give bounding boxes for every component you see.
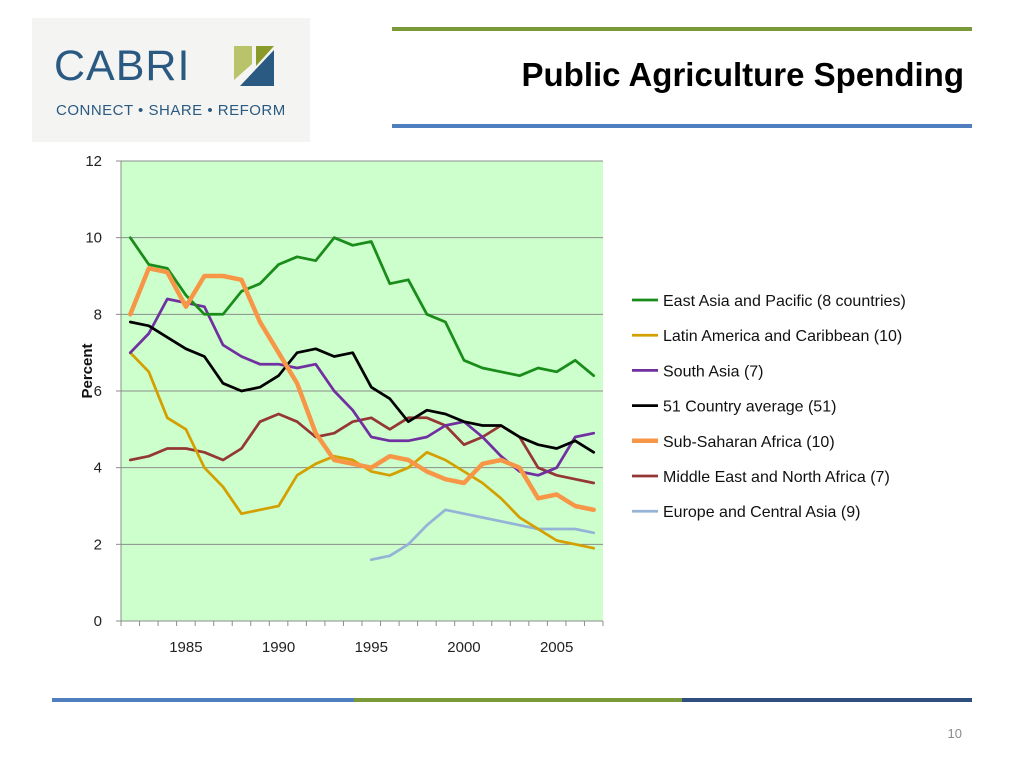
page-title: Public Agriculture Spending xyxy=(521,56,964,93)
logo-wordmark: CABRI xyxy=(54,42,191,90)
top-rule-blue xyxy=(392,124,972,128)
logo-mark-icon xyxy=(234,46,274,86)
x-tick-label: 2005 xyxy=(540,639,573,656)
x-tick-label: 2000 xyxy=(447,639,480,656)
series-line xyxy=(128,320,596,454)
bottom-rule-navy xyxy=(682,698,972,702)
y-tick-label: 8 xyxy=(94,306,102,323)
series-line xyxy=(128,266,596,513)
y-tick-label: 6 xyxy=(94,383,102,400)
y-tick-label: 4 xyxy=(94,460,102,477)
legend-label: Europe and Central Asia (9) xyxy=(663,504,860,521)
legend-label: Sub-Saharan Africa (10) xyxy=(663,434,835,451)
y-axis-title: Percent xyxy=(79,343,96,398)
logo: CABRI CONNECT • SHARE • REFORM xyxy=(32,18,310,142)
y-tick-label: 2 xyxy=(94,536,102,553)
series-line xyxy=(128,236,596,378)
legend-label: Latin America and Caribbean (10) xyxy=(663,328,902,345)
line-chart: 0 2 4 6 8 10 12 1985 1990 1995 2000 2005 East Asia … xyxy=(79,153,906,656)
logo-tagline: CONNECT • SHARE • REFORM xyxy=(56,102,286,119)
x-tick-label: 1995 xyxy=(355,639,388,656)
bottom-rule-blue xyxy=(52,698,354,702)
x-tick-label: 1990 xyxy=(262,639,295,656)
legend-label: Middle East and North Africa (7) xyxy=(663,469,890,486)
page-number: 10 xyxy=(947,726,962,741)
legend-label: East Asia and Pacific (8 countries) xyxy=(663,293,906,310)
y-tick-label: 12 xyxy=(85,153,102,170)
series-line xyxy=(369,508,596,562)
y-tick-label: 0 xyxy=(94,613,102,630)
y-tick-label: 10 xyxy=(85,230,102,247)
legend-label: South Asia (7) xyxy=(663,363,764,380)
x-tick-label: 1985 xyxy=(169,639,202,656)
top-rule-green xyxy=(392,27,972,31)
legend-label: 51 Country average (51) xyxy=(663,399,836,416)
bottom-rule-green xyxy=(354,698,682,702)
